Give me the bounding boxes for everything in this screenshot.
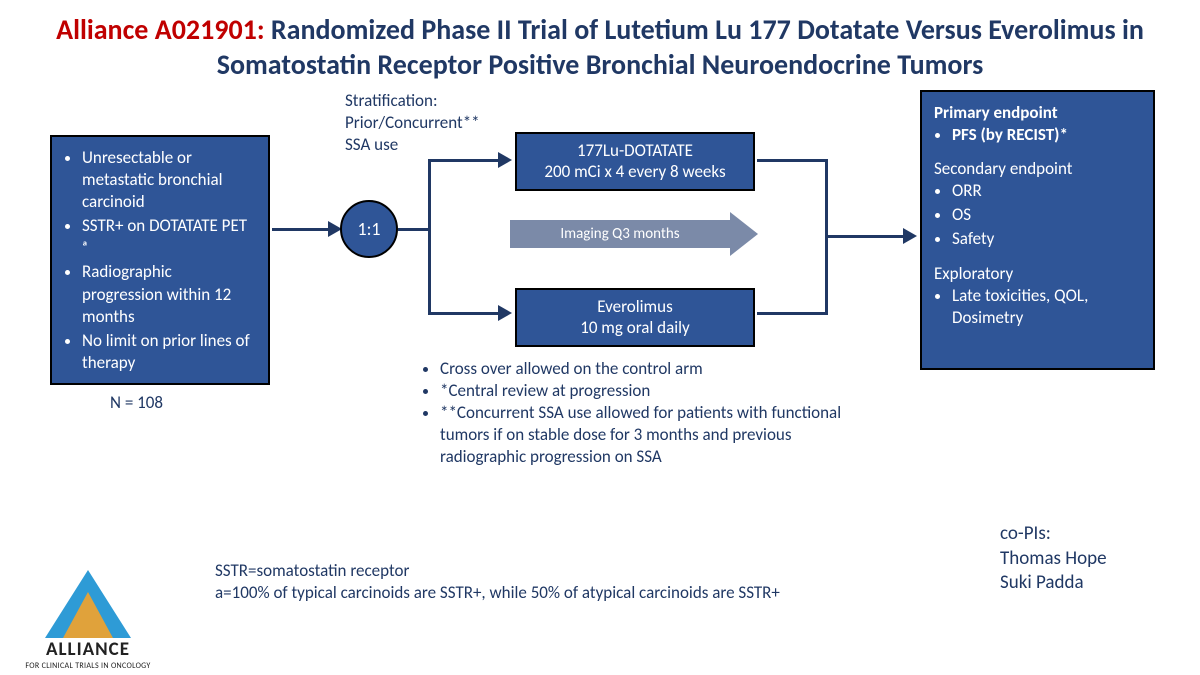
exploratory-item: Late toxicities, QOL, Dosimetry: [952, 285, 1141, 329]
connector: [757, 159, 827, 162]
elig-item: No limit on prior lines of therapy: [82, 330, 256, 374]
imaging-arrow: Imaging Q3 months: [510, 212, 758, 256]
copis-block: co-PIs: Thomas Hope Suki Padda: [1000, 522, 1107, 596]
diagram-canvas: Unresectable or metastatic bronchial car…: [0, 90, 1200, 630]
connector: [428, 312, 500, 315]
randomization-circle: 1:1: [340, 200, 398, 258]
note-item: **Concurrent SSA use allowed for patient…: [440, 402, 850, 468]
logo-subtitle: FOR CLINICAL TRIALS IN ONCOLOGY: [8, 661, 168, 671]
arrowhead-icon: [498, 152, 512, 168]
elig-item: SSTR+ on DOTATATE PET ᵃ: [82, 215, 256, 259]
primary-endpoint-item: PFS (by RECIST)*: [952, 124, 1141, 146]
primary-endpoint-header: Primary endpoint: [934, 102, 1141, 124]
elig-item: Unresectable or metastatic bronchial car…: [82, 147, 256, 213]
arm-a-title: 177Lu-DOTATATE: [525, 140, 745, 161]
note-item: *Central review at progression: [440, 380, 850, 402]
connector: [398, 228, 430, 231]
title-code: Alliance A021901:: [56, 12, 264, 47]
secondary-endpoint-header: Secondary endpoint: [934, 158, 1141, 180]
endpoints-box: Primary endpoint PFS (by RECIST)* Second…: [920, 90, 1155, 370]
elig-item: Radiographic progression within 12 month…: [82, 261, 256, 327]
footnote-line: SSTR=somatostatin receptor: [215, 560, 865, 582]
footer-definitions: SSTR=somatostatin receptor a=100% of typ…: [215, 560, 865, 604]
eligibility-box: Unresectable or metastatic bronchial car…: [50, 135, 270, 385]
copi-name: Thomas Hope: [1000, 547, 1107, 572]
connector: [428, 159, 431, 315]
imaging-arrow-label: Imaging Q3 months: [510, 220, 730, 248]
title-main: Randomized Phase II Trial of Lutetium Lu…: [217, 12, 1144, 82]
arm-b-box: Everolimus 10 mg oral daily: [515, 288, 755, 347]
copis-header: co-PIs:: [1000, 522, 1107, 547]
arrowhead-icon: [498, 305, 512, 321]
arrowhead-icon: [903, 228, 917, 244]
arm-b-dose: 10 mg oral daily: [525, 317, 745, 338]
copi-name: Suki Padda: [1000, 571, 1107, 596]
thick-arrowhead-icon: [730, 212, 758, 256]
arm-a-dose: 200 mCi x 4 every 8 weeks: [525, 161, 745, 182]
notes-block: Cross over allowed on the control arm *C…: [420, 358, 850, 468]
footnote-line: a=100% of typical carcinoids are SSTR+, …: [215, 582, 865, 604]
slide-title: Alliance A021901: Randomized Phase II Tr…: [0, 0, 1200, 90]
exploratory-header: Exploratory: [934, 263, 1141, 285]
secondary-endpoint-item: OS: [952, 204, 1141, 226]
alliance-logo-icon: [33, 568, 143, 640]
stratification-label: Stratification: Prior/Concurrent** SSA u…: [345, 90, 535, 156]
arm-a-box: 177Lu-DOTATATE 200 mCi x 4 every 8 weeks: [515, 132, 755, 191]
note-item: Cross over allowed on the control arm: [440, 358, 850, 380]
secondary-endpoint-item: Safety: [952, 228, 1141, 250]
arm-b-title: Everolimus: [525, 296, 745, 317]
connector: [272, 228, 330, 231]
connector: [825, 235, 905, 238]
n-label: N = 108: [110, 392, 163, 414]
secondary-endpoint-item: ORR: [952, 180, 1141, 202]
connector: [757, 312, 827, 315]
alliance-logo: ALLIANCE FOR CLINICAL TRIALS IN ONCOLOGY: [8, 568, 168, 671]
connector: [428, 159, 500, 162]
randomization-ratio: 1:1: [357, 218, 380, 240]
logo-wordmark: ALLIANCE: [8, 638, 168, 661]
